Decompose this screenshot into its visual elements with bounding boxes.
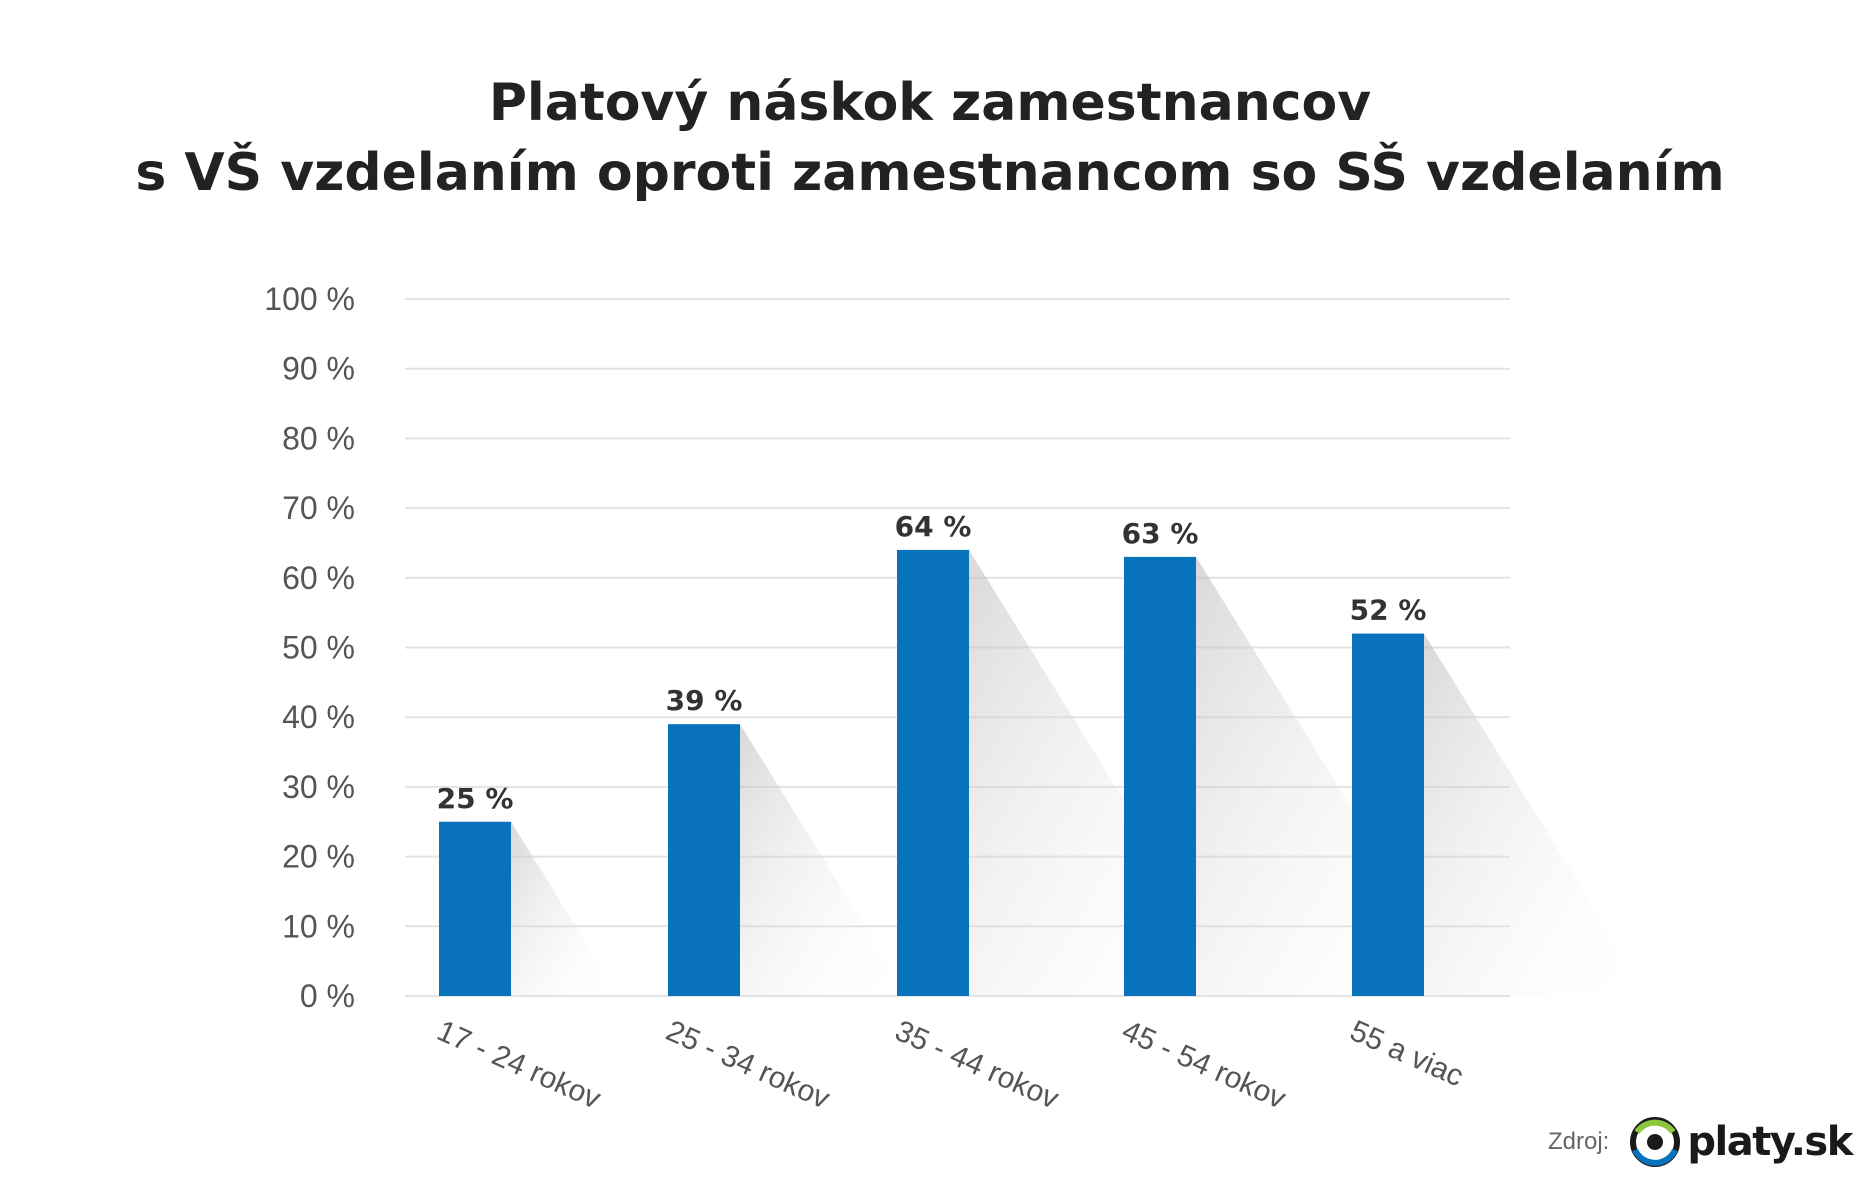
x-tick-label: 45 - 54 rokov xyxy=(1117,1014,1290,1115)
y-tick-label: 30 % xyxy=(282,769,355,805)
x-tick-label: 55 a viac xyxy=(1345,1014,1468,1093)
y-tick-label: 10 % xyxy=(282,908,355,944)
y-tick-label: 60 % xyxy=(282,560,355,596)
value-label: 52 % xyxy=(1350,594,1427,627)
y-tick-label: 100 % xyxy=(264,281,355,317)
source-label: Zdroj: xyxy=(1548,1128,1610,1155)
chart-title-line-2: s VŠ vzdelaním oproti zamestnancom so SŠ… xyxy=(135,143,1725,203)
value-label: 25 % xyxy=(437,782,514,815)
bar-shadow xyxy=(969,549,1246,996)
x-tick-label: 25 - 34 rokov xyxy=(661,1014,834,1115)
value-label: 64 % xyxy=(895,510,972,543)
bar-shadow xyxy=(1196,556,1469,996)
y-tick-label: 20 % xyxy=(282,839,355,875)
bar-shadow xyxy=(740,724,909,996)
bar xyxy=(897,549,969,996)
y-tick-label: 70 % xyxy=(282,490,355,526)
brand-logo-text: platy.sk xyxy=(1687,1119,1853,1165)
value-label: 39 % xyxy=(666,684,743,717)
bar xyxy=(439,821,511,996)
bar xyxy=(1352,633,1424,996)
y-tick-label: 40 % xyxy=(282,699,355,735)
bar-shadow xyxy=(1424,633,1649,996)
y-tick-label: 80 % xyxy=(282,420,355,456)
y-tick-label: 50 % xyxy=(282,630,355,666)
value-labels: 25 % 39 % 64 % 63 % 52 % xyxy=(437,510,1427,815)
y-axis-tick-labels: 0 % 10 % 20 % 30 % 40 % 50 % 60 % 70 % 80 % 90 % 1… xyxy=(264,281,355,1014)
bar xyxy=(668,724,740,996)
bar-shadow xyxy=(511,821,620,996)
value-label: 63 % xyxy=(1122,517,1199,550)
x-tick-label: 17 - 24 rokov xyxy=(432,1014,605,1115)
bar-shadows xyxy=(511,549,1649,996)
y-tick-label: 0 % xyxy=(300,978,355,1014)
y-tick-label: 90 % xyxy=(282,351,355,387)
bar xyxy=(1124,556,1196,996)
bars xyxy=(439,549,1424,996)
x-axis-category-labels: 17 - 24 rokov 25 - 34 rokov 35 - 44 rokov 4… xyxy=(432,1014,1468,1115)
source-credit: Zdroj: platy.sk xyxy=(1548,1112,1853,1172)
chart-title: Platový náskok zamestnancov s VŠ vzdelan… xyxy=(0,68,1860,208)
x-tick-label: 35 - 44 rokov xyxy=(890,1014,1063,1115)
chart-title-line-1: Platový náskok zamestnancov xyxy=(488,73,1372,133)
eye-logo-icon xyxy=(1630,1117,1681,1167)
